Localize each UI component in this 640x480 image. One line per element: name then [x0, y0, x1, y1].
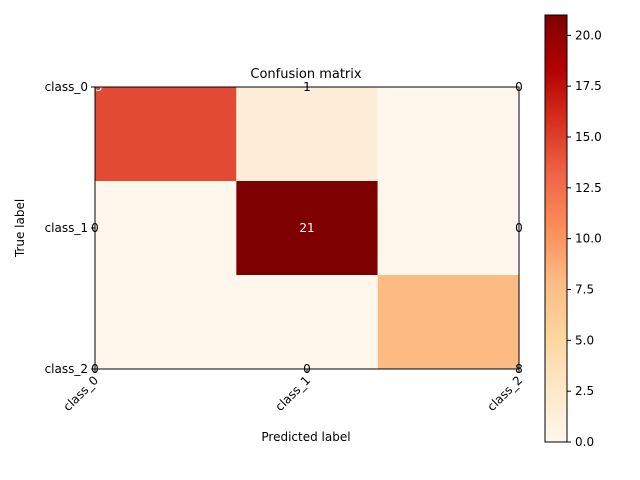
colorbar-tick-label: 20.0: [575, 28, 602, 42]
colorbar-ticks: 0.0 2.5 5.0 7.5 10.0 12.5 15.0 17.5 20.0: [567, 28, 602, 449]
x-tick-label: class_0: [61, 373, 102, 414]
colorbar-tick-label: 17.5: [575, 79, 602, 93]
colorbar-tick-label: 5.0: [575, 333, 594, 347]
y-tick-label: class_0: [45, 80, 88, 94]
y-axis-label: True label: [13, 199, 27, 258]
x-tick-label: class_2: [485, 373, 526, 414]
heatmap-cell: [236, 275, 378, 369]
x-axis-label: Predicted label: [261, 430, 350, 444]
heatmap-cell: [236, 87, 378, 181]
heatmap-cell: [236, 181, 378, 275]
y-axis-ticks: class_0 class_1 class_2: [45, 80, 95, 376]
heatmap-cell: [95, 275, 237, 369]
colorbar-tick-label: 0.0: [575, 435, 594, 449]
heatmap-cell: [377, 181, 519, 275]
colorbar-tick-label: 15.0: [575, 130, 602, 144]
heatmap-cell: [377, 87, 519, 181]
colorbar-tick-label: 10.0: [575, 232, 602, 246]
heatmap-cell: [95, 87, 237, 181]
heatmap-cells: [95, 87, 519, 369]
x-tick-label: class_1: [273, 373, 314, 414]
colorbar: [544, 14, 568, 443]
y-tick-label: class_1: [45, 221, 88, 235]
y-tick-label: class_2: [45, 362, 88, 376]
colorbar-tick-label: 2.5: [575, 384, 594, 398]
x-axis-ticks: class_0 class_1 class_2: [61, 369, 526, 414]
heatmap-cell: [95, 181, 237, 275]
cell-value-label: 21: [299, 221, 314, 235]
heatmap-cell: [377, 275, 519, 369]
chart-title: Confusion matrix: [250, 67, 361, 82]
colorbar-tick-label: 12.5: [575, 181, 602, 195]
colorbar-tick-label: 7.5: [575, 283, 594, 297]
